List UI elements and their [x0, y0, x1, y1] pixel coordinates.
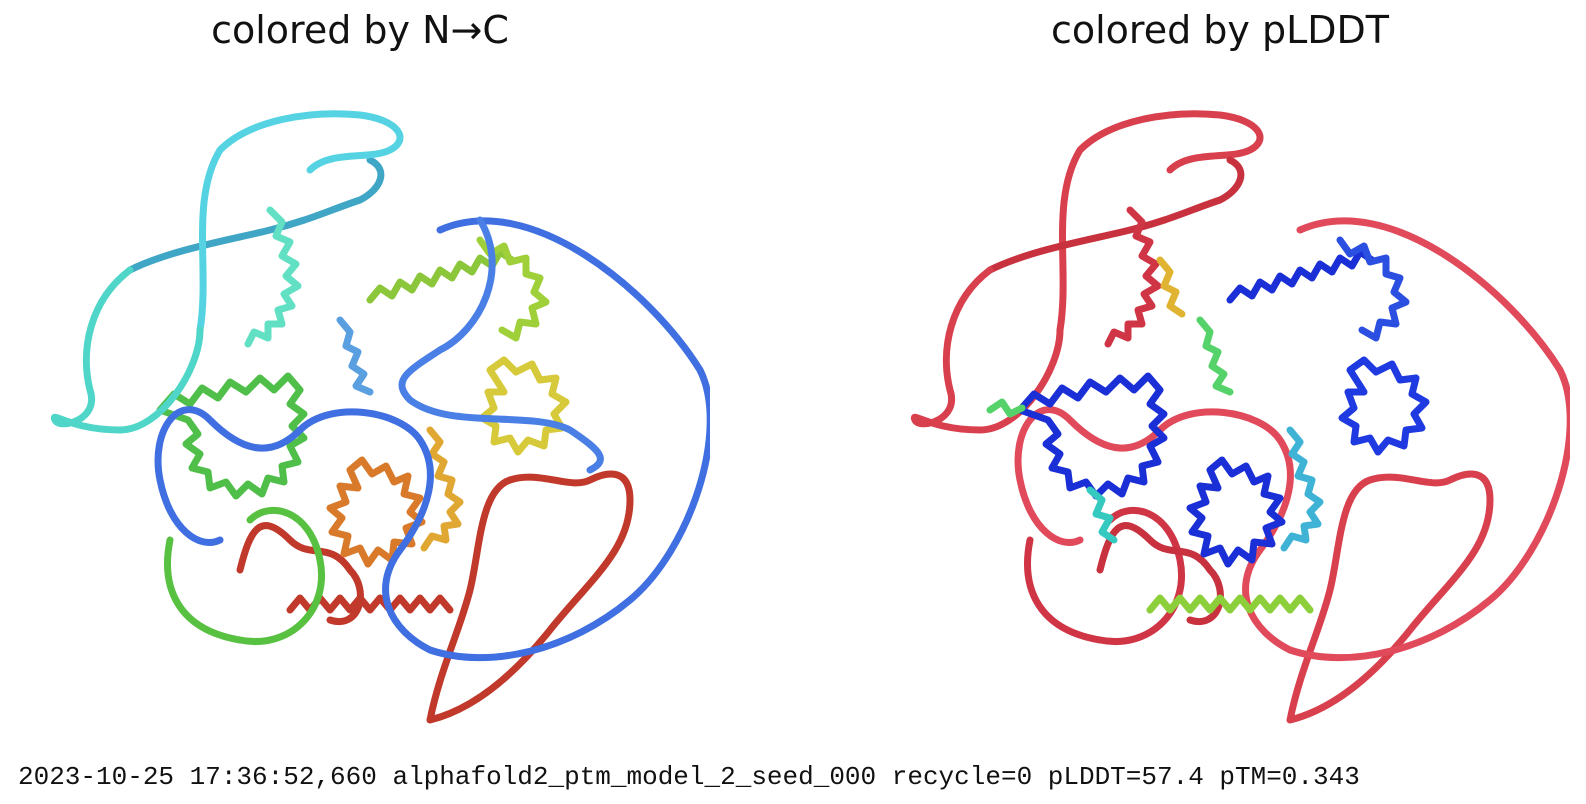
chain-segment	[398, 216, 604, 474]
chain-segment	[1156, 256, 1186, 318]
run-log-line: 2023-10-25 17:36:52,660 alphafold2_ptm_m…	[18, 762, 1360, 792]
nc-panel-title: colored by N→C	[211, 8, 509, 52]
chain-segment	[1226, 248, 1376, 304]
chain-segment	[164, 507, 325, 645]
chain-segment	[1338, 356, 1430, 456]
chain-segment	[1186, 456, 1286, 568]
nc-panel: colored by N→C	[10, 0, 710, 740]
chain-segment	[1104, 206, 1162, 348]
chain-segment	[910, 266, 1064, 434]
chain-segment	[986, 398, 1026, 418]
chain-segment	[326, 456, 426, 568]
plddt-panel: colored by pLDDT	[870, 0, 1570, 740]
chain-segment	[1056, 110, 1264, 334]
nc-structure-plot	[50, 110, 710, 724]
chain-segment	[1086, 486, 1118, 544]
chain-segment	[476, 236, 550, 342]
chain-segment	[126, 156, 385, 274]
chain-segment	[1016, 372, 1168, 500]
chain-segment	[236, 522, 364, 626]
chain-segment	[426, 470, 634, 724]
chain-segment	[1286, 470, 1494, 724]
chain-segment	[1146, 594, 1314, 614]
chain-segment	[1024, 507, 1185, 645]
chain-segment	[336, 316, 374, 396]
chain-segment	[154, 217, 710, 662]
chain-segment	[1196, 316, 1234, 396]
chain-segment	[50, 266, 204, 434]
plddt-panel-title: colored by pLDDT	[1050, 8, 1390, 52]
chain-segment	[1096, 522, 1224, 626]
chain-segment	[1336, 236, 1410, 342]
chain-segment	[420, 426, 464, 552]
plddt-structure-plot	[910, 110, 1570, 724]
chain-segment	[366, 248, 516, 304]
chain-segment	[986, 156, 1245, 274]
chain-segment	[1280, 426, 1324, 552]
chain-segment	[478, 356, 570, 456]
chain-segment	[244, 206, 302, 348]
chain-segment	[1014, 217, 1570, 662]
chain-segment	[196, 110, 404, 334]
chain-segment	[156, 372, 308, 500]
